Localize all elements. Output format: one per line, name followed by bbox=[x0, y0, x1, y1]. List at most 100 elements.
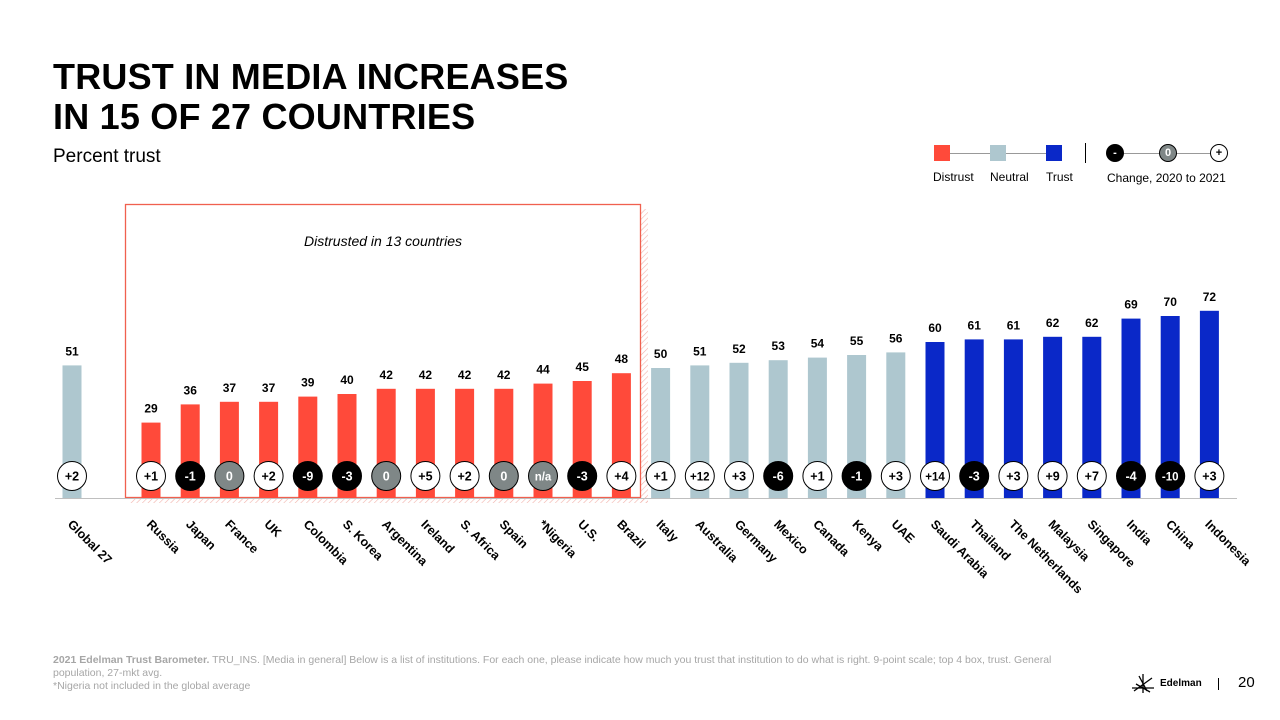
value-label-india: 69 bbox=[1124, 298, 1138, 312]
change-circle-malaysia bbox=[1037, 461, 1068, 491]
category-label-the-netherlands: The Netherlands bbox=[1006, 517, 1085, 596]
category-label-india: India bbox=[1124, 517, 1155, 548]
legend: Distrust Neutral Trust - 0 + Change, 202… bbox=[0, 0, 1280, 200]
value-label-the-netherlands: 61 bbox=[1007, 318, 1021, 332]
value-label-uk: 37 bbox=[262, 381, 276, 395]
legend-trust-swatch bbox=[1046, 145, 1062, 161]
change-label-germany: +3 bbox=[732, 470, 746, 484]
value-label-china: 70 bbox=[1164, 295, 1178, 309]
change-circle-india bbox=[1116, 461, 1146, 491]
change-label-argentina: 0 bbox=[383, 470, 390, 484]
value-label-spain: 42 bbox=[497, 368, 511, 382]
title-line-1: TRUST IN MEDIA INCREASES bbox=[53, 56, 569, 97]
change-label-brazil: +4 bbox=[614, 470, 628, 484]
value-label-canada: 54 bbox=[811, 337, 825, 351]
edelman-logo-icon bbox=[1132, 674, 1154, 693]
distrust-box-shadow-right bbox=[641, 209, 648, 503]
change-circle-france bbox=[214, 461, 245, 491]
bar-china bbox=[1160, 316, 1180, 498]
change-circle-japan bbox=[175, 461, 206, 491]
value-label-s-korea: 40 bbox=[340, 373, 354, 387]
value-label-saudi-arabia: 60 bbox=[928, 321, 942, 335]
change-circle-nigeria bbox=[528, 461, 558, 491]
category-label-canada: Canada bbox=[810, 517, 853, 560]
footnote-note: *Nigeria not included in the global aver… bbox=[53, 680, 251, 692]
category-label-s-africa: S. Africa bbox=[457, 517, 503, 563]
change-label-japan: -1 bbox=[185, 470, 196, 484]
category-label-italy: Italy bbox=[653, 517, 681, 545]
change-label-nigeria: n/a bbox=[535, 472, 552, 484]
bar-indonesia bbox=[1199, 310, 1219, 498]
change-circle-kenya bbox=[841, 461, 872, 491]
footnote-source-text: TRU_INS. [Media in general] Below is a l… bbox=[53, 654, 1052, 679]
change-label-u-s: -3 bbox=[577, 470, 588, 484]
change-label-thailand: -3 bbox=[969, 470, 980, 484]
value-label-u-s: 45 bbox=[576, 360, 590, 374]
page-title: TRUST IN MEDIA INCREASES IN 15 OF 27 COU… bbox=[53, 57, 569, 137]
change-circle-ireland bbox=[410, 461, 441, 491]
legend-neutral-swatch bbox=[990, 145, 1006, 161]
change-label-australia: +12 bbox=[690, 472, 710, 484]
change-circle-indonesia bbox=[1194, 461, 1225, 491]
value-label-mexico: 53 bbox=[772, 339, 786, 353]
value-label-colombia: 39 bbox=[301, 376, 315, 390]
change-circle-canada bbox=[802, 461, 833, 491]
legend-positive-change-icon: + bbox=[1210, 144, 1228, 162]
change-circle-argentina bbox=[371, 461, 402, 491]
value-label-kenya: 55 bbox=[850, 334, 864, 348]
bar-chart: Distrusted in 13 countries 51 29 36 37 37 39 40… bbox=[55, 203, 1254, 596]
category-label-brazil: Brazil bbox=[614, 517, 648, 551]
change-circle-uae bbox=[880, 461, 911, 491]
change-circle-uk bbox=[253, 461, 284, 491]
category-label-russia: Russia bbox=[144, 517, 184, 557]
value-label-s-africa: 42 bbox=[458, 368, 472, 382]
value-label-nigeria: 44 bbox=[536, 363, 550, 377]
change-circle-spain bbox=[488, 461, 519, 491]
value-label-singapore: 62 bbox=[1085, 316, 1099, 330]
change-circle-russia bbox=[136, 461, 166, 491]
change-label-mexico: -6 bbox=[773, 470, 784, 484]
change-label-uk: +2 bbox=[261, 470, 275, 484]
subtitle: Percent trust bbox=[53, 146, 161, 167]
value-label-germany: 52 bbox=[732, 342, 746, 356]
value-label-ireland: 42 bbox=[419, 368, 433, 382]
value-label-global-27: 51 bbox=[65, 344, 79, 358]
bar-thailand bbox=[964, 339, 984, 498]
footnote-source-bold: 2021 Edelman Trust Barometer. bbox=[53, 654, 210, 666]
change-label-malaysia: +9 bbox=[1045, 470, 1059, 484]
footnote: 2021 Edelman Trust Barometer. TRU_INS. [… bbox=[53, 654, 1093, 693]
change-label-the-netherlands: +3 bbox=[1006, 470, 1020, 484]
change-label-italy: +1 bbox=[653, 470, 667, 484]
category-label-japan: Japan bbox=[183, 517, 218, 552]
value-label-brazil: 48 bbox=[615, 352, 629, 366]
change-label-india: -4 bbox=[1125, 470, 1136, 484]
value-label-russia: 29 bbox=[144, 402, 158, 416]
category-label-indonesia: Indonesia bbox=[1202, 517, 1254, 569]
distrust-box-label: Distrusted in 13 countries bbox=[304, 233, 462, 249]
change-circle-italy bbox=[645, 461, 676, 491]
change-label-china: -10 bbox=[1162, 472, 1179, 484]
change-circle-global-27 bbox=[57, 461, 87, 491]
page-separator bbox=[1218, 678, 1219, 690]
change-circle-singapore bbox=[1076, 461, 1107, 491]
change-label-russia: +1 bbox=[144, 470, 158, 484]
change-circle-thailand bbox=[959, 461, 990, 491]
change-circle-saudi-arabia bbox=[920, 461, 950, 491]
legend-distrust-label: Distrust bbox=[933, 170, 974, 184]
category-label-u-s: U.S. bbox=[575, 517, 602, 544]
bar-saudi-arabia bbox=[925, 342, 945, 498]
bar-uae bbox=[886, 352, 906, 498]
category-label-france: France bbox=[222, 517, 261, 556]
legend-neutral-label: Neutral bbox=[990, 170, 1029, 184]
change-label-ireland: +5 bbox=[418, 470, 432, 484]
bar-india bbox=[1121, 318, 1141, 498]
value-label-malaysia: 62 bbox=[1046, 316, 1060, 330]
category-label-uae: UAE bbox=[889, 517, 918, 546]
category-label-kenya: Kenya bbox=[849, 517, 886, 554]
edelman-logo: Edelman bbox=[1130, 672, 1202, 694]
category-label-uk: UK bbox=[261, 517, 284, 540]
legend-negative-change-icon: - bbox=[1106, 144, 1124, 162]
value-label-argentina: 42 bbox=[380, 368, 394, 382]
change-circle-germany bbox=[724, 461, 754, 491]
change-label-kenya: -1 bbox=[851, 470, 862, 484]
